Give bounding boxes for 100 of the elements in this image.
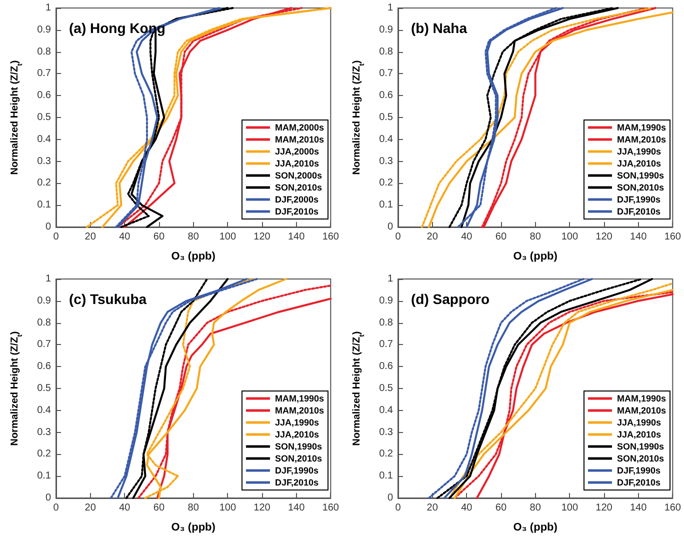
legend-label: JJA,2000s bbox=[274, 146, 320, 156]
legend-label: DJF,1990s bbox=[616, 466, 661, 476]
x-tick-label: 140 bbox=[288, 502, 306, 514]
x-tick-label: 60 bbox=[495, 232, 507, 242]
legend-label: SON,2000s bbox=[274, 170, 322, 180]
x-tick-label: 120 bbox=[254, 502, 271, 514]
x-tick-label: 80 bbox=[530, 502, 542, 514]
legend-label: MAM,2010s bbox=[274, 406, 324, 416]
y-tick-label: 0.6 bbox=[379, 361, 394, 372]
legend-label: DJF,1990s bbox=[274, 466, 319, 476]
y-tick-label: 0.4 bbox=[37, 404, 52, 416]
x-tick-label: 0 bbox=[53, 502, 60, 514]
y-tick-label: 0.6 bbox=[37, 90, 52, 102]
y-tick-label: 0.5 bbox=[379, 383, 394, 394]
y-tick-label: 0.2 bbox=[379, 448, 394, 460]
y-tick-label: 1 bbox=[387, 274, 394, 284]
x-tick-label: 100 bbox=[219, 502, 236, 514]
x-tick-label: 80 bbox=[188, 502, 200, 514]
x-tick-label: 20 bbox=[426, 502, 438, 514]
y-tick-label: 0.8 bbox=[379, 46, 394, 58]
y-tick-label: 0.3 bbox=[379, 426, 394, 438]
x-tick-label: 40 bbox=[461, 232, 473, 242]
y-tick-label: 0.9 bbox=[379, 24, 394, 36]
x-axis-title: O₃ (ppb) bbox=[171, 522, 216, 534]
legend-label: MAM,1990s bbox=[274, 394, 324, 404]
y-tick-label: 0.7 bbox=[379, 68, 394, 80]
y-tick-label: 1 bbox=[45, 2, 52, 14]
y-tick-label: 0.1 bbox=[37, 470, 52, 482]
y-tick-label: 1 bbox=[387, 2, 394, 14]
x-tick-label: 100 bbox=[561, 502, 578, 514]
y-tick-label: 0.1 bbox=[37, 200, 52, 211]
legend-label: MAM,1990s bbox=[616, 394, 666, 404]
legend-label: DJF,2010s bbox=[616, 478, 661, 488]
y-tick-label: 0.4 bbox=[379, 404, 394, 416]
x-tick-label: 80 bbox=[530, 232, 542, 242]
y-tick-label: 0.6 bbox=[37, 361, 52, 372]
y-tick-label: 0.7 bbox=[37, 339, 52, 350]
y-tick-label: 0 bbox=[387, 492, 394, 504]
y-tick-label: 0.3 bbox=[37, 426, 52, 438]
x-tick-label: 40 bbox=[119, 502, 131, 514]
legend-label: JJA,1990s bbox=[616, 146, 662, 156]
legend-label: JJA,2010s bbox=[616, 430, 662, 440]
y-tick-label: 0.9 bbox=[37, 295, 52, 306]
legend-label: SON,2010s bbox=[274, 454, 322, 464]
legend-label: DJF,1990s bbox=[616, 194, 661, 204]
legend-label: DJF,2010s bbox=[274, 206, 319, 216]
legend-label: MAM,2010s bbox=[616, 406, 666, 416]
y-tick-label: 0 bbox=[45, 222, 52, 232]
text: (d) Sapporo bbox=[411, 291, 490, 307]
x-tick-label: 100 bbox=[561, 232, 578, 242]
y-tick-label: 0.7 bbox=[379, 339, 394, 350]
legend-label: JJA,1990s bbox=[274, 418, 320, 428]
y-tick-label: 0.5 bbox=[379, 112, 394, 123]
y-tick-label: 0.6 bbox=[379, 90, 394, 102]
y-tick-label: 0.9 bbox=[379, 295, 394, 306]
x-tick-label: 160 bbox=[664, 502, 682, 514]
x-tick-label: 160 bbox=[322, 502, 340, 514]
y-tick-label: 0 bbox=[387, 222, 394, 232]
legend-label: JJA,2010s bbox=[274, 158, 320, 168]
x-tick-label: 80 bbox=[188, 232, 200, 242]
x-tick-label: 120 bbox=[596, 232, 613, 242]
x-tick-label: 0 bbox=[395, 502, 402, 514]
x-tick-label: 160 bbox=[664, 232, 682, 242]
legend-label: JJA,2010s bbox=[616, 158, 662, 168]
y-tick-label: 0.8 bbox=[37, 46, 52, 58]
y-tick-label: 0.3 bbox=[379, 156, 394, 167]
legend-label: SON,2010s bbox=[274, 182, 322, 192]
y-tick-label: 0.7 bbox=[37, 68, 52, 80]
x-tick-label: 140 bbox=[630, 232, 648, 242]
y-tick-label: 0.5 bbox=[37, 383, 52, 394]
legend-label: SON,2010s bbox=[616, 454, 664, 464]
legend-label: JJA,1990s bbox=[616, 418, 662, 428]
text: (c) Tsukuba bbox=[69, 291, 147, 307]
x-tick-label: 0 bbox=[395, 232, 402, 242]
y-tick-label: 0.5 bbox=[37, 112, 52, 123]
y-tick-label: 0.1 bbox=[379, 200, 394, 211]
x-tick-label: 40 bbox=[119, 232, 131, 242]
x-axis-title: O₃ (ppb) bbox=[513, 522, 558, 534]
legend-label: JJA,2010s bbox=[274, 430, 320, 440]
x-tick-label: 120 bbox=[254, 232, 271, 242]
legend-label: MAM,2010s bbox=[616, 134, 666, 144]
legend-label: SON,1990s bbox=[616, 442, 664, 452]
text: (b) Naha bbox=[411, 20, 468, 36]
x-tick-label: 140 bbox=[288, 232, 306, 242]
y-tick-label: 0.2 bbox=[379, 178, 394, 189]
legend-label: SON,1990s bbox=[616, 170, 664, 180]
legend-label: DJF,2010s bbox=[616, 206, 661, 216]
x-tick-label: 140 bbox=[630, 502, 648, 514]
y-tick-label: 0.4 bbox=[379, 134, 394, 145]
x-tick-label: 0 bbox=[53, 232, 60, 242]
legend-label: DJF,2010s bbox=[274, 478, 319, 488]
x-tick-label: 40 bbox=[461, 502, 473, 514]
x-tick-label: 120 bbox=[596, 502, 613, 514]
y-tick-label: 0.8 bbox=[379, 317, 394, 328]
x-tick-label: 100 bbox=[219, 232, 236, 242]
legend-label: DJF,2000s bbox=[274, 194, 319, 204]
y-tick-label: 0.8 bbox=[37, 317, 52, 328]
y-tick-label: 0.3 bbox=[37, 156, 52, 167]
y-tick-label: 0.4 bbox=[37, 134, 52, 145]
legend-label: SON,1990s bbox=[274, 442, 322, 452]
